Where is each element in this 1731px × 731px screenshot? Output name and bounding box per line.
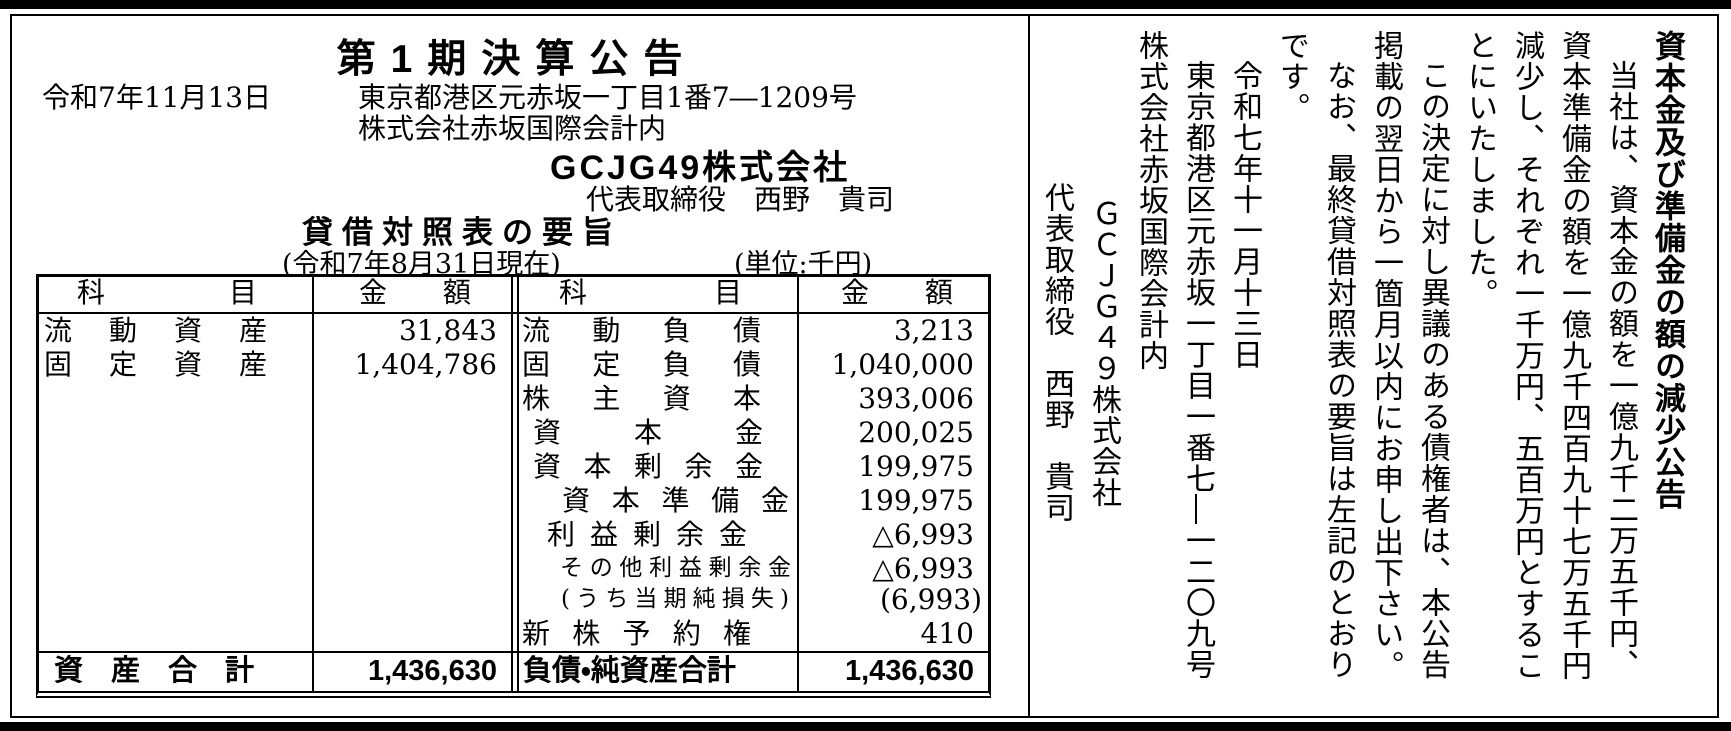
amount-cell: 393,006	[858, 382, 974, 415]
table-row: 資本金 200,025	[39, 416, 988, 450]
account-label: 資本金	[519, 416, 799, 450]
capital-reduction-notice-section: 資本金及び準備金の額の減少公告 当社は、資本金の額を一億九千二万五千円、資本準備…	[1028, 16, 1717, 716]
account-label: 資本準備金	[519, 484, 799, 518]
amount-cell: 31,843	[399, 314, 497, 347]
table-body: 流動資産 31,843 流動負債 3,213 固定資産 1,404,786 固定…	[39, 314, 988, 651]
account-label: 利益剰余金	[519, 518, 799, 552]
column-header: 科目	[39, 277, 314, 312]
account-label: 固定負債	[519, 348, 799, 382]
account-label: 流動資産	[39, 314, 314, 348]
account-label: (うち当期純損失)	[519, 583, 799, 617]
account-label: 資本剰余金	[519, 450, 799, 484]
amount-cell: 410	[920, 617, 974, 650]
notice-title: 第1期決算公告	[336, 38, 698, 81]
notice-company-name: ＧＣＪＧ４９株式会社	[1086, 198, 1121, 508]
company-address-line1: 東京都港区元赤坂一丁目1番7―1209号	[358, 81, 857, 114]
total-liabilities-label: 負債・純資産合計	[519, 653, 799, 691]
amount-cell: 199,975	[858, 450, 974, 483]
table-row: その他利益剰余金 △6,993	[39, 552, 988, 583]
table-row: 利益剰余金 △6,993	[39, 518, 988, 552]
column-header: 金額	[359, 277, 471, 309]
balance-sheet-title: 貸借対照表の要旨	[302, 215, 622, 250]
account-label: 新株予約権	[519, 617, 799, 651]
notice-address: 東京都港区元赤坂一丁目一番七―一二〇九号株式会社赤坂国際会計内	[1133, 30, 1215, 680]
table-total-row: 資産合計 1,436,630 負債・純資産合計 1,436,630	[39, 651, 988, 691]
amount-cell: 200,025	[858, 416, 974, 449]
table-row: (うち当期純損失) (6,993)	[39, 583, 988, 617]
settlement-notice-section: 第1期決算公告 令和7年11月13日 東京都港区元赤坂一丁目1番7―1209号 …	[12, 16, 1028, 716]
amount-cell: (6,993)	[879, 583, 982, 616]
account-label: 流動負債	[519, 314, 799, 348]
amount-cell: 1,040,000	[831, 348, 974, 381]
top-rule-bar	[0, 0, 1731, 9]
account-label: その他利益剰余金	[519, 552, 799, 583]
table-row: 株主資本 393,006	[39, 382, 988, 416]
notice-paragraph: 当社は、資本金の額を一億九千二万五千円、資本準備金の額を一億九千四百九十七万五千…	[1462, 30, 1638, 681]
reduction-notice-heading: 資本金及び準備金の額の減少公告	[1650, 30, 1685, 510]
amount-cell: 199,975	[858, 484, 974, 517]
table-row: 流動資産 31,843 流動負債 3,213	[39, 314, 988, 348]
table-row: 新株予約権 410	[39, 617, 988, 651]
balance-sheet-table: 科目 金額 科目 金額 流動資産 31,843 流動負債 3,213 固定資産 …	[36, 274, 991, 698]
amount-cell: 3,213	[893, 314, 974, 347]
total-assets-label: 資産合計	[39, 653, 314, 691]
table-row: 資本剰余金 199,975	[39, 450, 988, 484]
notice-frame: 第1期決算公告 令和7年11月13日 東京都港区元赤坂一丁目1番7―1209号 …	[10, 14, 1719, 718]
table-header-row: 科目 金額 科目 金額	[39, 277, 988, 314]
column-header: 科目	[519, 277, 799, 312]
account-label: 固定資産	[39, 348, 314, 382]
total-assets-amount: 1,436,630	[367, 655, 497, 687]
total-liabilities-amount: 1,436,630	[844, 655, 974, 687]
bottom-rule-bar	[0, 722, 1731, 731]
amount-cell: △6,993	[872, 552, 974, 583]
notice-date: 令和七年十一月十三日	[1227, 60, 1262, 370]
center-divider	[511, 277, 519, 312]
column-header: 金額	[841, 277, 953, 309]
representative-name: 代表取締役 西野 貴司	[586, 183, 895, 216]
account-label: 株主資本	[519, 382, 799, 416]
amount-cell: △6,993	[872, 518, 974, 551]
table-row: 固定資産 1,404,786 固定負債 1,040,000	[39, 348, 988, 382]
publication-date: 令和7年11月13日	[42, 81, 272, 114]
amount-cell: 1,404,786	[354, 348, 497, 381]
company-address-line2: 株式会社赤坂国際会計内	[358, 112, 667, 145]
center-divider	[511, 653, 519, 691]
notice-representative: 代表取締役 西野 貴司	[1039, 182, 1074, 523]
notice-paragraph: この決定に対し異議のある債権者は、本公告掲載の翌日から一箇月以内にお申し出下さい…	[1368, 30, 1450, 681]
table-row: 資本準備金 199,975	[39, 484, 988, 518]
company-name: GCJG49株式会社	[550, 149, 851, 187]
notice-paragraph: なお、最終貸借対照表の要旨は左記のとおりです。	[1274, 30, 1356, 680]
